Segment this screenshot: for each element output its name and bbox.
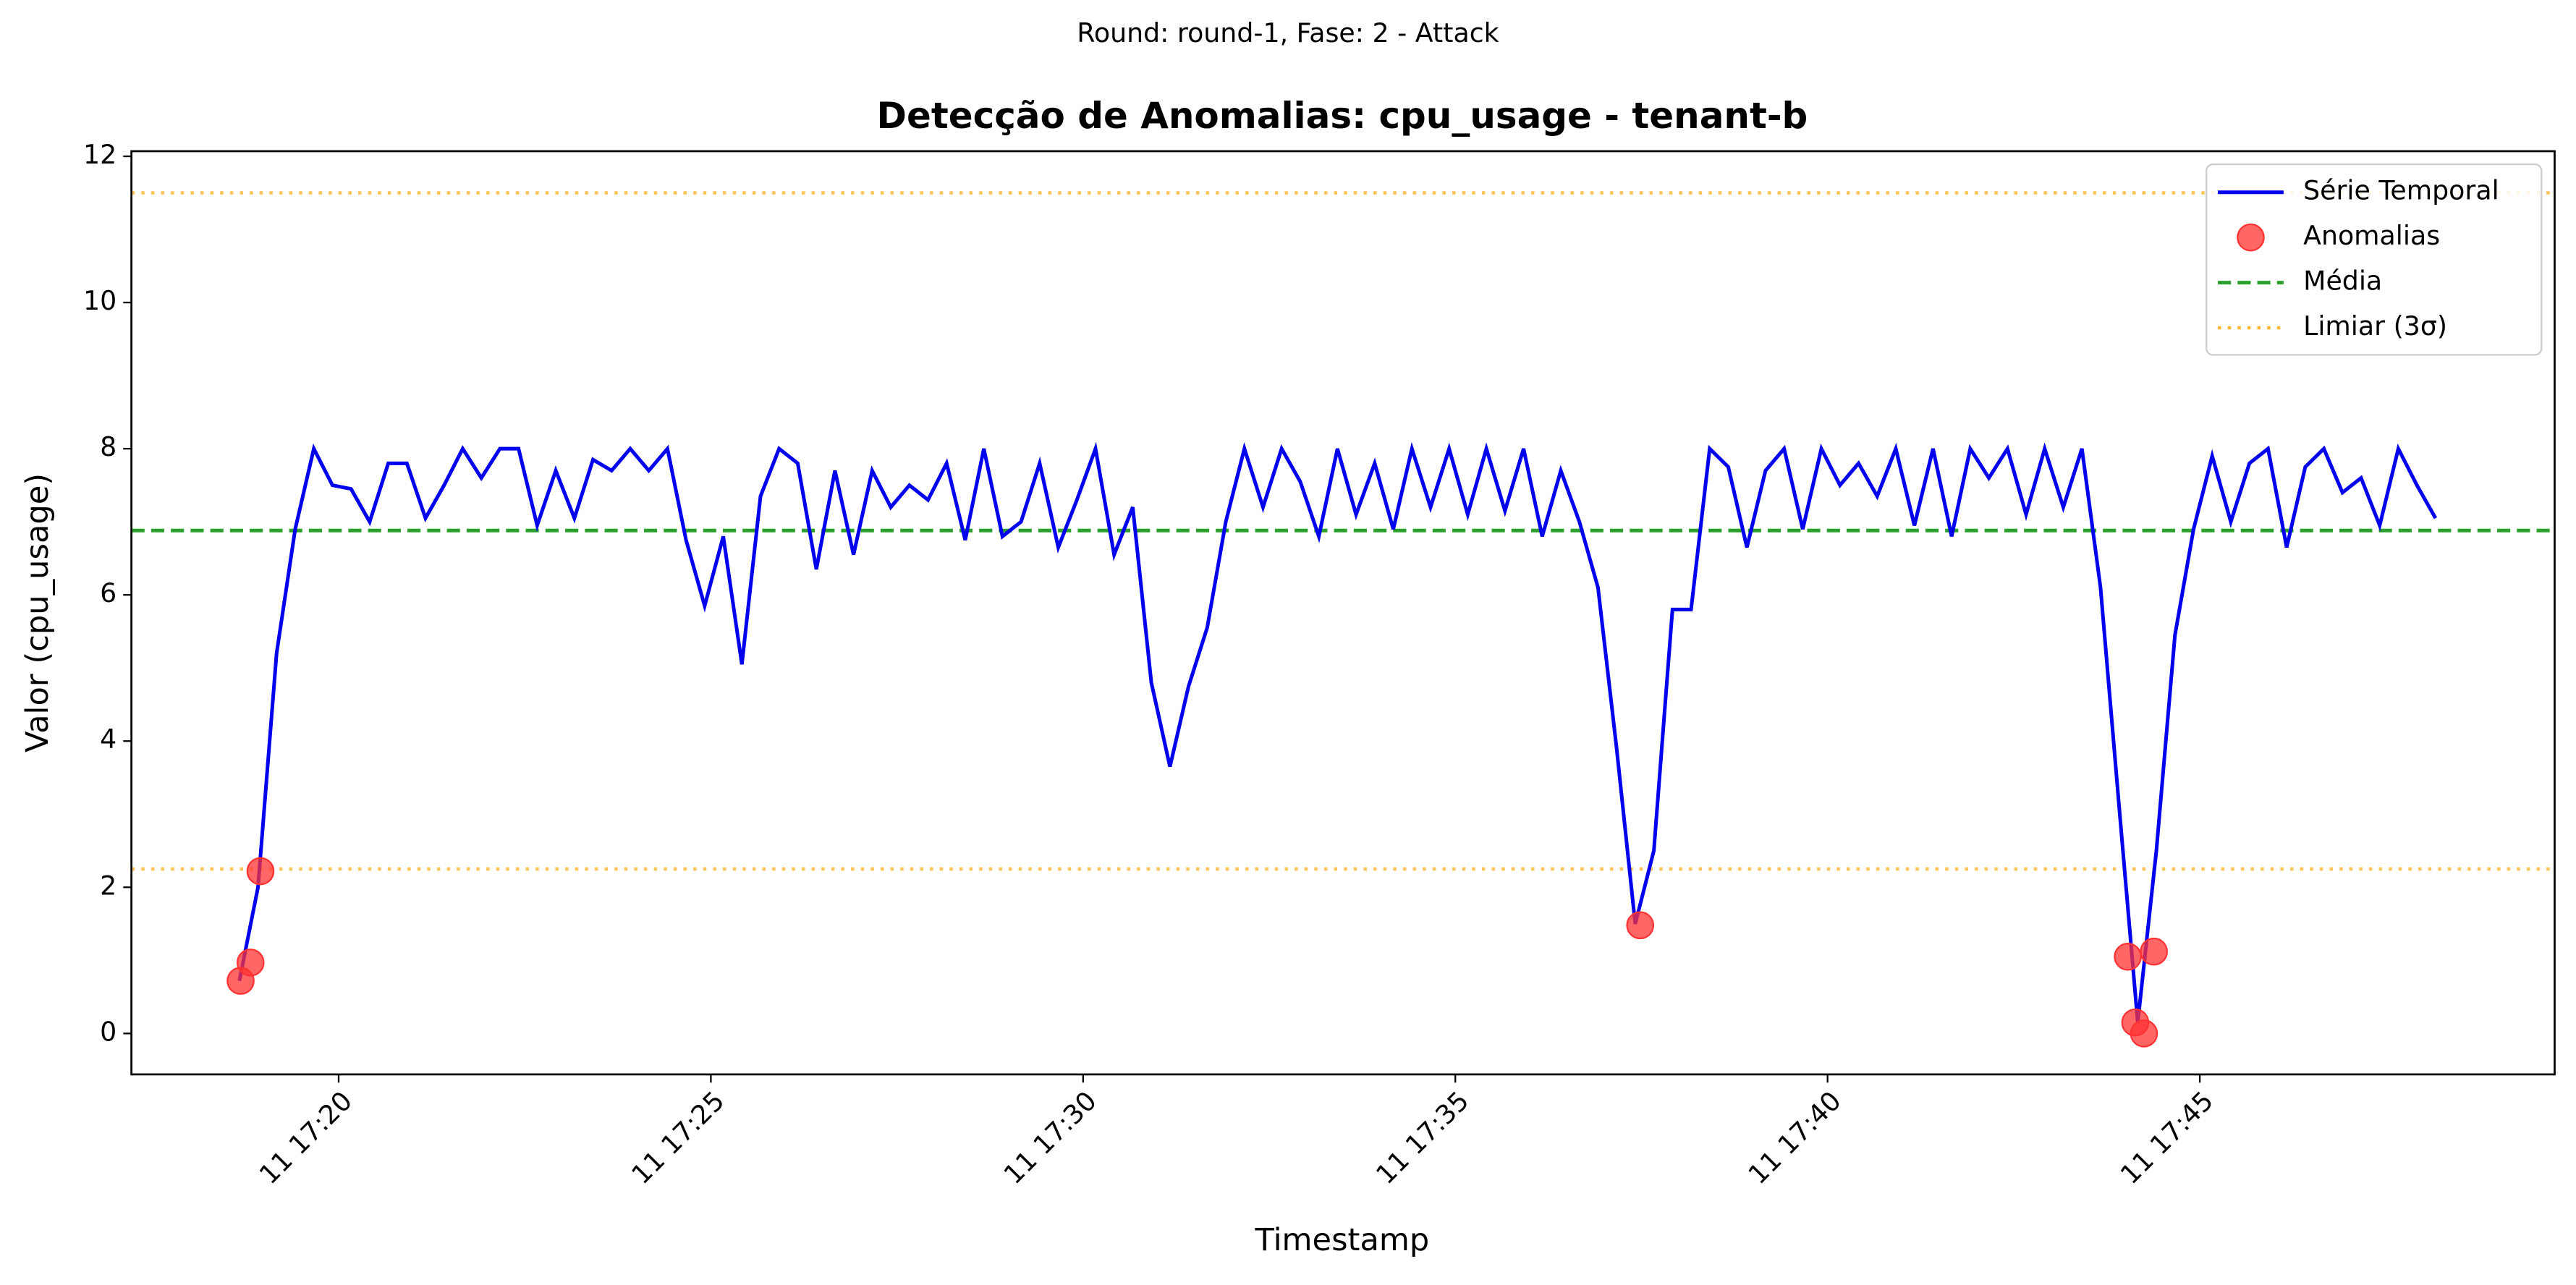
anomaly-point [1626,911,1655,940]
anomaly-point [246,857,275,886]
anomaly-point [2130,1019,2158,1048]
legend-label: Série Temporal [2303,175,2499,206]
x-tick-label: 11 17:30 [998,1085,1103,1190]
y-tick-label: 10 [83,285,116,316]
y-tick-label: 4 [100,724,116,755]
x-tick-label: 11 17:35 [1370,1085,1475,1190]
y-tick-label: 2 [100,870,116,901]
y-tick-label: 12 [83,139,116,170]
plot-frame [130,150,2556,1076]
suptitle: Round: round-1, Fase: 2 - Attack [1077,17,1499,48]
x-tick-label: 11 17:25 [625,1085,730,1190]
x-tick-label: 11 17:20 [253,1085,358,1190]
anomaly-point [236,949,265,977]
legend-label: Anomalias [2303,220,2440,251]
x-tick-label: 11 17:40 [1742,1085,1847,1190]
anomaly-point [2114,942,2142,971]
series-line [237,441,2438,1023]
x-tick-label: 11 17:45 [2114,1085,2219,1190]
legend-label: Média [2303,266,2382,297]
chart-title: Detecção de Anomalias: cpu_usage - tenan… [877,95,1808,137]
legend-swatch [2237,223,2265,252]
legend-label: Limiar (3σ) [2303,310,2447,342]
y-tick-label: 6 [100,577,116,608]
anomaly-point [2140,937,2168,966]
y-axis-label: Valor (cpu_usage) [20,473,56,752]
y-tick-label: 0 [100,1016,116,1047]
x-axis-label: Timestamp [1255,1222,1430,1258]
legend-box [2206,163,2543,356]
y-tick-label: 8 [100,431,116,462]
